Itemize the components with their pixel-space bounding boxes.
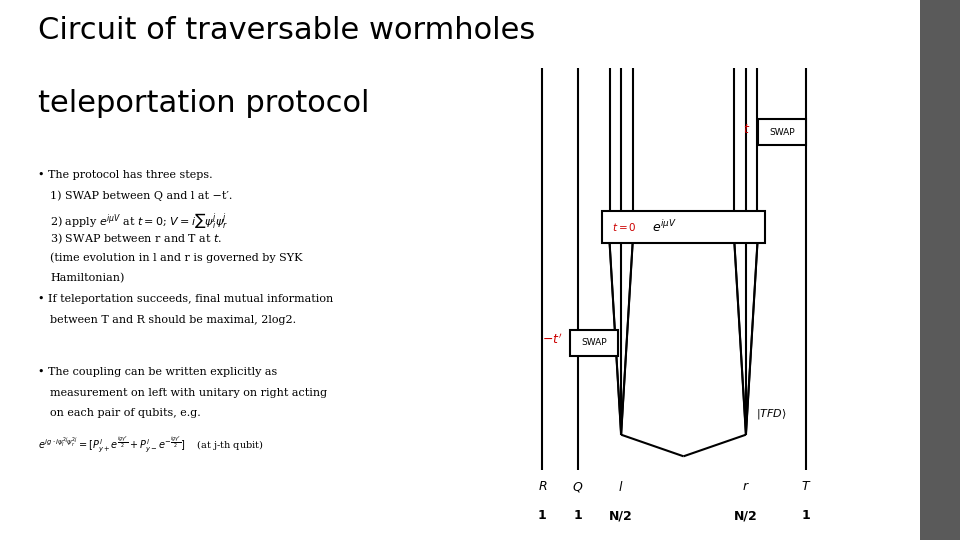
Text: 1: 1 xyxy=(573,509,583,522)
Text: N/2: N/2 xyxy=(734,509,757,522)
Text: 1: 1 xyxy=(538,509,547,522)
Text: teleportation protocol: teleportation protocol xyxy=(38,89,370,118)
Text: Circuit of traversable wormholes: Circuit of traversable wormholes xyxy=(38,16,536,45)
Text: $e^{ig\cdot i\psi_l^{2j}\psi_r^{2j}} = [P_{y+}^l e^{\frac{ig\gamma^r}{2}} + P_{y: $e^{ig\cdot i\psi_l^{2j}\psi_r^{2j}} = [… xyxy=(38,434,264,455)
Bar xyxy=(570,330,618,356)
Text: $-t'$: $-t'$ xyxy=(541,333,563,347)
Text: (time evolution in l and r is governed by SYK: (time evolution in l and r is governed b… xyxy=(50,252,302,263)
Text: on each pair of qubits, e.g.: on each pair of qubits, e.g. xyxy=(50,408,201,418)
Text: $T$: $T$ xyxy=(802,480,811,492)
Text: $t$: $t$ xyxy=(743,123,751,136)
Text: 1: 1 xyxy=(802,509,811,522)
Text: between T and R should be maximal, 2log2.: between T and R should be maximal, 2log2… xyxy=(50,315,296,325)
Text: $Q$: $Q$ xyxy=(572,480,584,494)
Bar xyxy=(602,211,765,243)
Text: N/2: N/2 xyxy=(610,509,633,522)
Text: $l$: $l$ xyxy=(618,480,624,494)
Text: 2) apply $e^{i\mu V}$ at $t = 0$; $V = i\sum\psi_i^j\psi_r^j$: 2) apply $e^{i\mu V}$ at $t = 0$; $V = i… xyxy=(50,211,228,231)
Bar xyxy=(920,0,960,540)
Text: • If teleportation succeeds, final mutual information: • If teleportation succeeds, final mutua… xyxy=(38,294,334,305)
Text: • The protocol has three steps.: • The protocol has three steps. xyxy=(38,170,213,180)
Text: $t=0$: $t=0$ xyxy=(612,221,636,233)
Text: • The coupling can be written explicitly as: • The coupling can be written explicitly… xyxy=(38,367,277,377)
Text: $e^{i\mu V}$: $e^{i\mu V}$ xyxy=(652,219,677,235)
Text: 1) SWAP between Q and l at −t′.: 1) SWAP between Q and l at −t′. xyxy=(50,191,232,201)
Text: SWAP: SWAP xyxy=(581,339,607,347)
Text: $|TFD\rangle$: $|TFD\rangle$ xyxy=(756,407,786,421)
Text: measurement on left with unitary on right acting: measurement on left with unitary on righ… xyxy=(50,388,327,398)
Text: Hamiltonian): Hamiltonian) xyxy=(50,273,124,283)
Text: $r$: $r$ xyxy=(742,480,750,492)
Text: $R$: $R$ xyxy=(538,480,547,492)
Bar xyxy=(758,119,805,145)
Text: SWAP: SWAP xyxy=(769,128,795,137)
Text: 3) SWAP between r and T at $t$.: 3) SWAP between r and T at $t$. xyxy=(50,232,223,246)
